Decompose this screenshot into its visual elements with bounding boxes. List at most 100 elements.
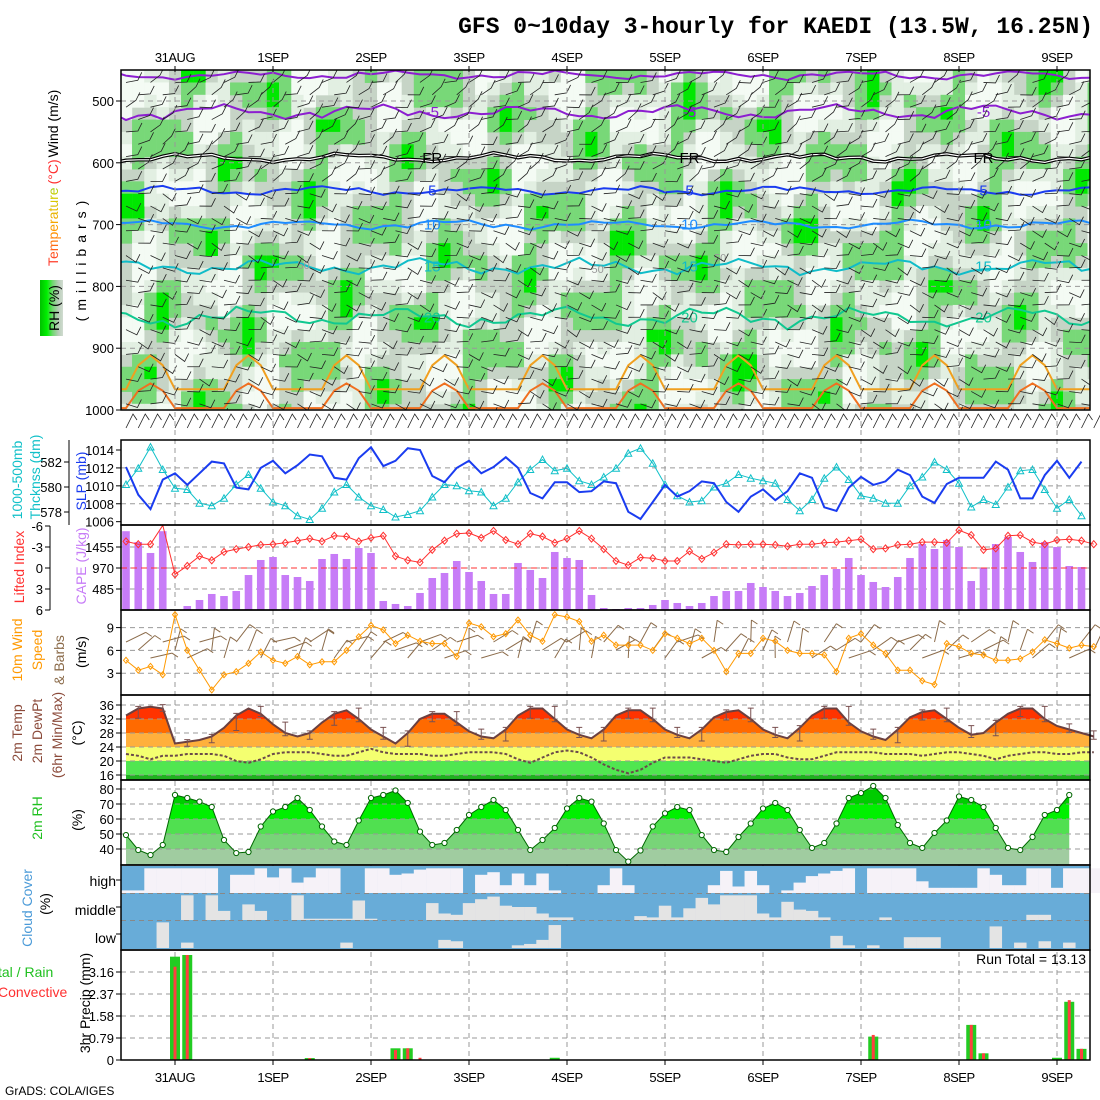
wind-barb xyxy=(713,94,730,108)
wind-barb xyxy=(383,313,399,322)
surface-wind-barb xyxy=(309,629,335,643)
rh-shading-cell xyxy=(108,132,120,145)
wind-barb xyxy=(1032,327,1048,337)
thickness-marker xyxy=(317,503,327,512)
rh-shading-cell xyxy=(707,304,721,318)
precip-convective-bar xyxy=(394,1049,397,1060)
wind-barb xyxy=(738,397,755,407)
wind-barb xyxy=(860,376,876,386)
wind-barb xyxy=(1020,241,1035,250)
rh-shading-cell xyxy=(891,181,904,195)
wind-unit-label: (m/s) xyxy=(73,636,89,668)
wind-barb xyxy=(897,239,914,249)
rh-shading-cell xyxy=(830,255,843,269)
rh-shading-cell xyxy=(1026,255,1039,269)
rh-shading-cell xyxy=(426,243,439,256)
wind-barb xyxy=(125,122,143,133)
wind-barb xyxy=(174,273,192,283)
rh-shading-cell xyxy=(769,403,782,410)
wind-barb xyxy=(664,70,681,83)
rh-shading-cell xyxy=(144,193,157,207)
cloud-cover-high-bar xyxy=(511,873,525,893)
cloud-cover-middle-bar xyxy=(658,905,672,920)
rh-marker xyxy=(502,806,509,814)
rh-shading-cell xyxy=(732,243,745,256)
rh-shading-cell xyxy=(1014,403,1027,410)
rh-shading-cell xyxy=(426,304,439,318)
wind-barb xyxy=(162,413,175,429)
wind-barb xyxy=(272,227,289,237)
wind-barb xyxy=(468,299,486,308)
wind-barb xyxy=(456,259,474,269)
cloud-cover-high-bar xyxy=(279,868,292,893)
rh-shading-cell xyxy=(769,94,782,108)
date-label-bottom: 7SEP xyxy=(845,1070,876,1085)
wind-barb xyxy=(162,386,179,396)
pressure-tick: 600 xyxy=(92,156,114,171)
wind-barb xyxy=(640,196,657,207)
rh-shading-cell xyxy=(622,304,635,318)
wind-barb xyxy=(187,215,203,225)
wind-barb xyxy=(1056,148,1074,158)
cloud-cover-low-bar xyxy=(1063,942,1076,948)
wind-barb xyxy=(554,240,570,250)
wind-barb xyxy=(272,91,287,108)
thickness-marker xyxy=(770,478,780,487)
wind-barb xyxy=(946,310,964,319)
wind-barb xyxy=(125,298,143,308)
rh-shading-cell xyxy=(536,168,549,182)
thickness-marker xyxy=(991,499,1001,508)
surface-wind-barb xyxy=(860,624,881,643)
wind-barb xyxy=(664,325,681,335)
wind-barb xyxy=(542,348,559,358)
cloud-cover-high-bar xyxy=(438,868,451,893)
rh-shading-cell xyxy=(168,304,182,318)
thickness-marker xyxy=(133,463,143,472)
wind-barb xyxy=(419,321,437,331)
li-marker xyxy=(894,540,902,550)
wind-barb xyxy=(603,385,620,395)
rh-shading-cell xyxy=(830,107,843,121)
rh-shading-cell xyxy=(413,243,427,256)
rh-shading-cell xyxy=(291,193,304,207)
rh-shading-cell xyxy=(585,267,598,281)
thickness-marker xyxy=(1064,494,1074,503)
cloud-cover-middle-bar xyxy=(291,895,304,920)
wind-barb xyxy=(579,261,596,270)
wind-barb xyxy=(1032,372,1049,381)
cape-bar xyxy=(428,578,437,610)
rh-shading-cell xyxy=(634,403,647,410)
rh-shading-cell xyxy=(1001,181,1015,195)
wind-barb xyxy=(958,71,976,83)
wind-barb xyxy=(603,310,621,319)
rh-shading-cell xyxy=(879,119,892,133)
rh-shading-cell xyxy=(156,94,169,108)
wind-barb xyxy=(824,82,840,96)
wind-barb xyxy=(235,413,248,429)
li-marker xyxy=(575,526,583,536)
rh-shading-cell xyxy=(315,366,329,380)
wind-barb xyxy=(1020,336,1037,346)
wind-barb xyxy=(444,399,461,409)
rh-shading-cell xyxy=(438,82,451,96)
rh-shading-cell xyxy=(842,243,855,256)
wind-speed-marker xyxy=(1004,656,1012,665)
rh-shading-cell xyxy=(903,280,917,294)
wind-barb xyxy=(934,413,946,429)
wind-barb xyxy=(505,82,522,96)
rh-shading-cell xyxy=(1038,342,1051,355)
wind-barb xyxy=(811,413,824,429)
rh-shading-cell xyxy=(279,230,292,244)
rh-shading-cell xyxy=(609,181,623,195)
wind-barb xyxy=(530,389,545,399)
thickness-marker xyxy=(391,512,400,521)
wind-barb xyxy=(162,192,177,202)
rh-shading-cell xyxy=(707,206,721,219)
li-marker xyxy=(979,545,988,555)
rh-shading-cell xyxy=(438,267,451,281)
wind-barb xyxy=(542,117,558,133)
wind-barb xyxy=(211,289,227,299)
li-marker xyxy=(685,546,694,556)
rh-shading-cell xyxy=(1001,267,1015,281)
rh-shading-cell xyxy=(891,82,904,96)
